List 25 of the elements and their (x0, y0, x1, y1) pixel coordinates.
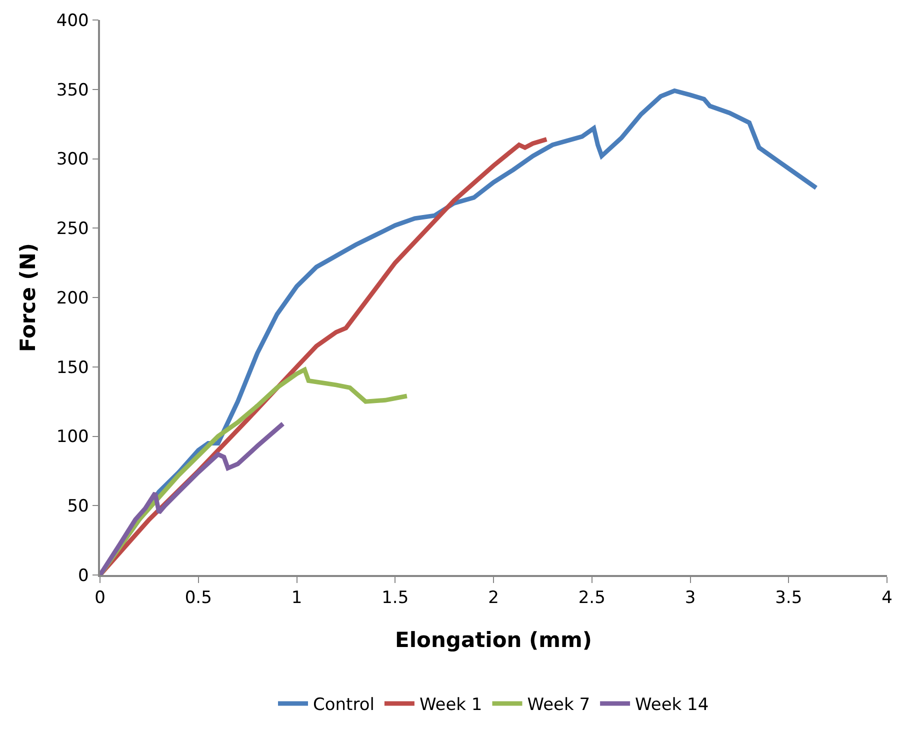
x-tick-label: 3.5 (775, 588, 802, 608)
x-tick-label: 2 (488, 588, 499, 608)
y-axis-title: Force (N) (16, 242, 40, 352)
x-tick-label: 1.5 (382, 588, 409, 608)
y-tick-label: 400 (56, 10, 89, 31)
legend-label: Week 14 (635, 695, 709, 716)
x-tick-label: 4 (882, 588, 892, 608)
line-series (100, 422, 286, 575)
x-tick-label: 0.5 (184, 588, 212, 608)
legend-label: Control (313, 695, 374, 716)
y-tick-label: 250 (56, 219, 89, 240)
legend-label: Week 7 (527, 695, 590, 716)
y-tick-label: 350 (56, 80, 89, 100)
legend-label: Week 1 (419, 695, 482, 716)
y-tick-label: 100 (56, 427, 89, 448)
y-tick-label: 0 (78, 566, 89, 586)
y-tick-label: 300 (56, 150, 89, 170)
y-tick-label: 50 (67, 496, 89, 517)
x-axis-title: Elongation (mm) (394, 628, 592, 652)
x-tick-label: 1 (291, 588, 302, 608)
y-tick-label: 150 (56, 358, 89, 378)
x-tick-label: 2.5 (578, 588, 606, 608)
y-tick-label: 200 (56, 288, 89, 308)
x-tick-label: 0 (94, 588, 106, 608)
x-tick-label: 3 (684, 588, 696, 608)
